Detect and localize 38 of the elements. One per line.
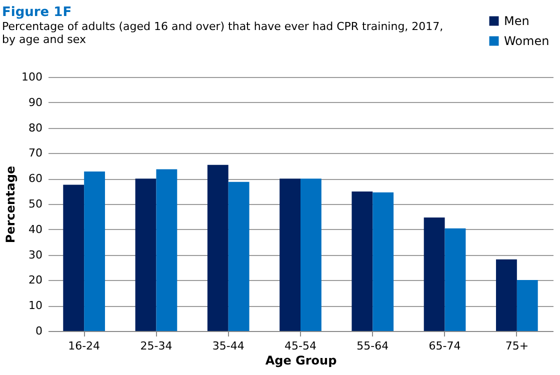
bar	[228, 182, 250, 331]
bar	[207, 164, 228, 331]
legend-label: Men	[504, 14, 530, 28]
bar	[63, 184, 84, 331]
bar	[516, 280, 538, 331]
x-tick-label: 45-54	[284, 340, 316, 352]
y-tick-label: 70	[28, 146, 42, 160]
bar	[496, 259, 517, 331]
x-tick-label: 16-24	[68, 340, 100, 352]
bar	[372, 192, 394, 331]
bar	[444, 228, 466, 331]
y-tick-label: 0	[36, 324, 42, 338]
y-tick-label: 30	[28, 248, 42, 262]
bar	[280, 178, 300, 331]
chart-title: Figure 1F	[2, 5, 72, 20]
y-tick-label: 20	[28, 274, 42, 287]
chart-subtitle: Percentage of adults (aged 16 and over) that have ever had CPR training, 2017, by age and sex	[2, 20, 444, 46]
bar	[84, 171, 105, 331]
x-tick-label: 65-74	[428, 340, 461, 352]
y-tick-label: 10	[28, 299, 42, 312]
bar	[156, 169, 178, 331]
y-tick-label: 90	[28, 96, 42, 109]
bar	[424, 217, 445, 331]
x-axis-title: Age Group	[265, 354, 338, 368]
y-tick-label: 80	[28, 121, 42, 134]
x-tick-label: 55-64	[356, 340, 389, 352]
x-tick-label: 75+	[505, 340, 529, 352]
y-tick-label: 50	[28, 198, 42, 210]
y-tick-label: 40	[28, 222, 42, 236]
y-axis-title: Percentage	[4, 166, 18, 244]
legend-label: Women	[504, 34, 550, 48]
x-tick-label: 25-34	[140, 340, 172, 352]
bar	[352, 192, 373, 331]
y-tick-label: 100	[22, 70, 42, 84]
x-tick-label: 35-44	[212, 340, 244, 352]
bar	[300, 178, 322, 331]
bar	[135, 178, 156, 331]
y-tick-label: 60	[28, 172, 42, 186]
